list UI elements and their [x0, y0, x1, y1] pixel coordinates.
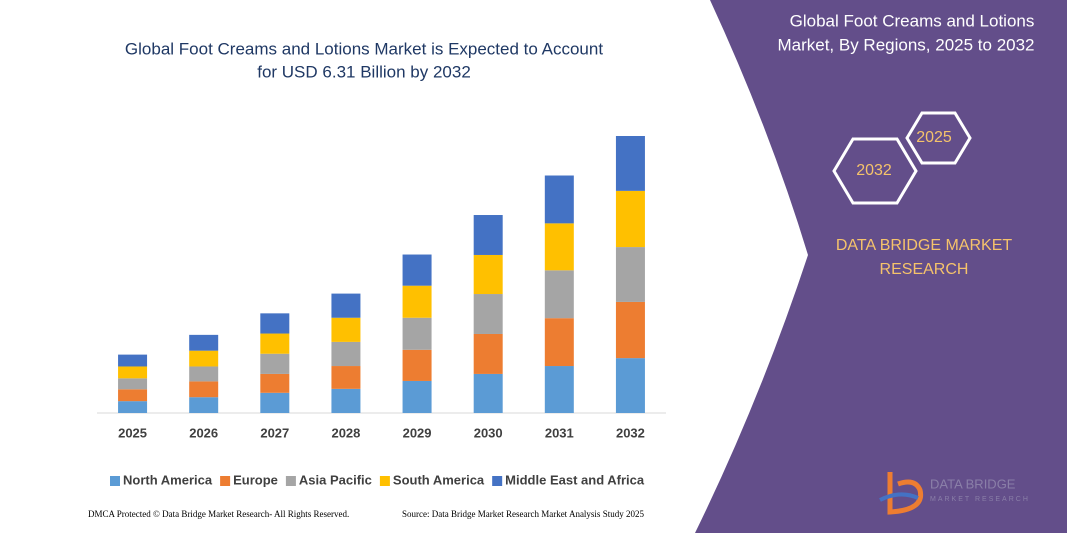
bar-segment: [544, 270, 574, 319]
legend-swatch: [220, 476, 231, 486]
logo-mark: [879, 492, 919, 502]
bar-segment: [473, 294, 503, 334]
side-panel: [695, 0, 1067, 533]
bar-segment: [118, 401, 148, 413]
bar-segment: [189, 397, 219, 413]
bar-segment: [331, 341, 361, 367]
bar-segment: [118, 389, 148, 402]
bar-segment: [544, 175, 574, 224]
bar-segment: [260, 353, 290, 374]
bar-segment: [473, 254, 503, 295]
bar-segment: [544, 366, 574, 413]
bar-segment: [615, 301, 645, 359]
brand: RESEARCH: [880, 261, 969, 278]
logo-mark: [887, 472, 924, 515]
x-tick-label: 2030: [474, 425, 503, 440]
legend-label: North America: [123, 472, 213, 487]
legend-swatch: [492, 476, 503, 486]
legend-label: South America: [393, 472, 485, 487]
hexagon: [832, 137, 918, 205]
legend-swatch: [379, 476, 390, 486]
x-tick-label: 2026: [189, 425, 218, 440]
x-tick-label: 2028: [331, 425, 360, 440]
bar-segment: [473, 373, 503, 413]
legend-label: Asia Pacific: [299, 472, 372, 487]
bar-segment: [260, 333, 290, 354]
bar-segment: [615, 190, 645, 248]
bar-segment: [189, 334, 219, 351]
footer-right: Source: Data Bridge Market Research Mark…: [402, 509, 644, 519]
x-tick-label: 2029: [403, 425, 432, 440]
bar-segment: [118, 354, 148, 367]
x-tick-label: 2032: [616, 425, 645, 440]
bar-segment: [331, 366, 361, 389]
bar-segment: [331, 317, 361, 342]
chart-title: for USD 6.31 Billion by 2032: [257, 62, 471, 81]
chart-title: Global Foot Creams and Lotions Market is…: [125, 39, 603, 58]
bar-segment: [615, 136, 645, 191]
legend-swatch: [285, 476, 296, 486]
brand: DATA BRIDGE MARKET: [836, 237, 1013, 254]
panel-title: Market, By Regions, 2025 to 2032: [777, 35, 1034, 54]
bar-segment: [118, 378, 148, 390]
bar-segment: [402, 285, 432, 318]
logo-text: MARKET RESEARCH: [930, 496, 1030, 503]
bar-segment: [331, 293, 361, 318]
bar-segment: [189, 350, 219, 367]
bar-segment: [615, 358, 645, 413]
hex-label: 2032: [856, 162, 892, 179]
x-tick-label: 2027: [260, 425, 289, 440]
panel-title: Global Foot Creams and Lotions: [790, 11, 1035, 30]
x-tick-label: 2031: [545, 425, 574, 440]
bar-segment: [544, 318, 574, 367]
bar-segment: [402, 349, 432, 381]
bar-segment: [402, 380, 432, 413]
bar-segment: [260, 392, 290, 413]
footer-left: DMCA Protected © Data Bridge Market Rese…: [88, 509, 349, 519]
bar-segment: [402, 317, 432, 350]
bar-segment: [473, 215, 503, 255]
bar-segment: [331, 388, 361, 413]
hex-label: 2025: [916, 129, 952, 146]
hexagon: [905, 111, 972, 165]
logo-text: DATA BRIDGE: [930, 476, 1016, 491]
bar-segment: [473, 333, 503, 374]
bar-segment: [189, 366, 219, 382]
bar-segment: [189, 381, 219, 398]
bar-segment: [118, 366, 148, 379]
legend-swatch: [110, 476, 120, 486]
bar-segment: [260, 373, 290, 393]
legend-label: Europe: [233, 472, 278, 487]
bar-segment: [260, 313, 290, 334]
x-tick-label: 2025: [118, 425, 147, 440]
bar-segment: [402, 254, 432, 286]
bar-segment: [615, 247, 645, 302]
bar-segment: [544, 223, 574, 271]
legend-label: Middle East and Africa: [505, 472, 645, 487]
